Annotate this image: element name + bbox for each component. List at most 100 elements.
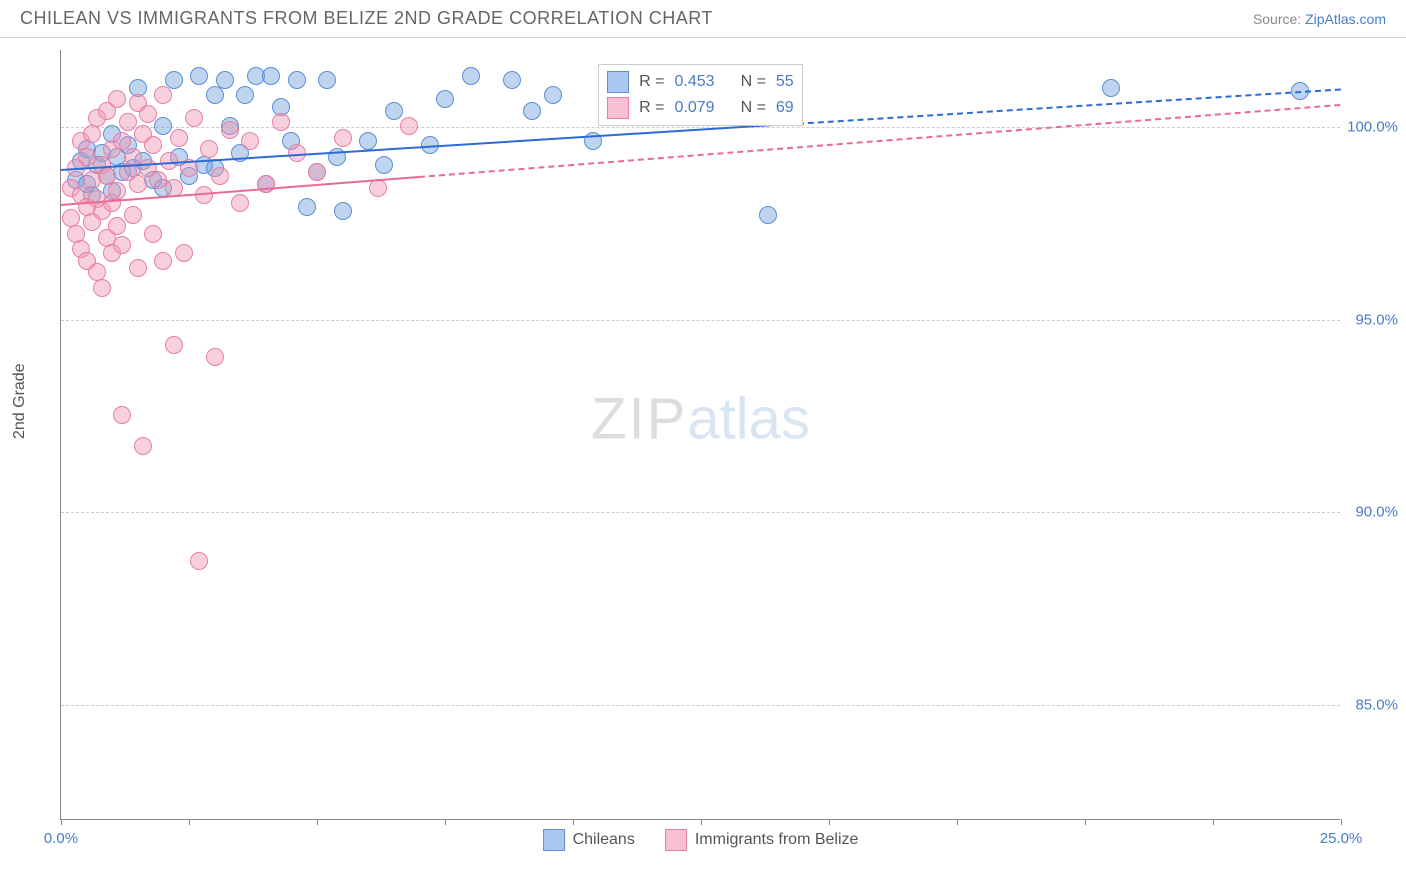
data-point — [108, 217, 126, 235]
data-point — [298, 198, 316, 216]
data-point — [154, 252, 172, 270]
trend-line — [419, 104, 1341, 178]
data-point — [129, 175, 147, 193]
data-point — [385, 102, 403, 120]
x-tick — [1341, 819, 1342, 825]
data-point — [144, 136, 162, 154]
data-point — [211, 167, 229, 185]
data-point — [231, 194, 249, 212]
y-tick-label: 100.0% — [1347, 119, 1398, 136]
data-point — [144, 225, 162, 243]
n-label: N = — [741, 99, 766, 117]
data-point — [359, 132, 377, 150]
data-point — [236, 86, 254, 104]
legend-label: Immigrants from Belize — [695, 831, 859, 849]
n-label: N = — [741, 73, 766, 91]
grid-line — [61, 512, 1340, 513]
data-point — [334, 129, 352, 147]
data-point — [503, 71, 521, 89]
data-point — [154, 86, 172, 104]
data-point — [523, 102, 541, 120]
n-value: 55 — [776, 73, 794, 91]
data-point — [170, 129, 188, 147]
bottom-legend: Chileans Immigrants from Belize — [543, 829, 859, 851]
x-tick-label: 0.0% — [44, 830, 78, 847]
n-value: 69 — [776, 99, 794, 117]
legend-swatch — [607, 71, 629, 93]
data-point — [113, 406, 131, 424]
y-axis-label: 2nd Grade — [11, 363, 29, 439]
data-point — [108, 90, 126, 108]
data-point — [108, 182, 126, 200]
legend-swatch — [665, 829, 687, 851]
stats-row: R = 0.079 N = 69 — [607, 95, 794, 121]
data-point — [334, 202, 352, 220]
data-point — [134, 437, 152, 455]
source-attribution: Source: ZipAtlas.com — [1253, 11, 1386, 27]
r-label: R = — [639, 99, 664, 117]
x-tick — [317, 819, 318, 825]
legend-item: Immigrants from Belize — [665, 829, 859, 851]
legend-swatch — [543, 829, 565, 851]
grid-line — [61, 705, 1340, 706]
chart-header: CHILEAN VS IMMIGRANTS FROM BELIZE 2ND GR… — [0, 0, 1406, 38]
data-point — [262, 67, 280, 85]
x-tick — [61, 819, 62, 825]
data-point — [308, 163, 326, 181]
legend-label: Chileans — [573, 831, 635, 849]
data-point — [160, 152, 178, 170]
data-point — [200, 140, 218, 158]
y-tick-label: 95.0% — [1355, 311, 1398, 328]
data-point — [93, 279, 111, 297]
scatter-chart: ZIPatlas 85.0%90.0%95.0%100.0%0.0%25.0%R… — [60, 50, 1340, 820]
x-tick — [189, 819, 190, 825]
chart-title: CHILEAN VS IMMIGRANTS FROM BELIZE 2ND GR… — [20, 8, 713, 29]
r-value: 0.079 — [675, 99, 715, 117]
trend-line — [778, 88, 1341, 126]
data-point — [190, 552, 208, 570]
grid-line — [61, 320, 1340, 321]
data-point — [195, 186, 213, 204]
x-tick — [1085, 819, 1086, 825]
data-point — [119, 113, 137, 131]
stats-row: R = 0.453 N = 55 — [607, 69, 794, 95]
y-tick-label: 85.0% — [1355, 696, 1398, 713]
watermark-zip: ZIP — [591, 387, 687, 452]
data-point — [759, 206, 777, 224]
source-prefix: Source: — [1253, 11, 1305, 27]
data-point — [165, 336, 183, 354]
data-point — [544, 86, 562, 104]
data-point — [318, 71, 336, 89]
data-point — [221, 121, 239, 139]
data-point — [175, 244, 193, 262]
data-point — [206, 348, 224, 366]
data-point — [206, 86, 224, 104]
data-point — [216, 71, 234, 89]
source-link[interactable]: ZipAtlas.com — [1305, 11, 1386, 27]
data-point — [139, 105, 157, 123]
x-tick — [957, 819, 958, 825]
x-tick — [573, 819, 574, 825]
x-tick — [445, 819, 446, 825]
r-label: R = — [639, 73, 664, 91]
data-point — [375, 156, 393, 174]
x-tick-label: 25.0% — [1320, 830, 1363, 847]
data-point — [154, 117, 172, 135]
data-point — [124, 206, 142, 224]
data-point — [129, 259, 147, 277]
legend-item: Chileans — [543, 829, 635, 851]
r-value: 0.453 — [675, 73, 715, 91]
watermark-atlas: atlas — [687, 387, 810, 452]
data-point — [113, 236, 131, 254]
data-point — [83, 125, 101, 143]
data-point — [185, 109, 203, 127]
x-tick — [701, 819, 702, 825]
data-point — [1102, 79, 1120, 97]
data-point — [436, 90, 454, 108]
data-point — [462, 67, 480, 85]
data-point — [400, 117, 418, 135]
data-point — [272, 113, 290, 131]
data-point — [241, 132, 259, 150]
data-point — [288, 71, 306, 89]
data-point — [190, 67, 208, 85]
